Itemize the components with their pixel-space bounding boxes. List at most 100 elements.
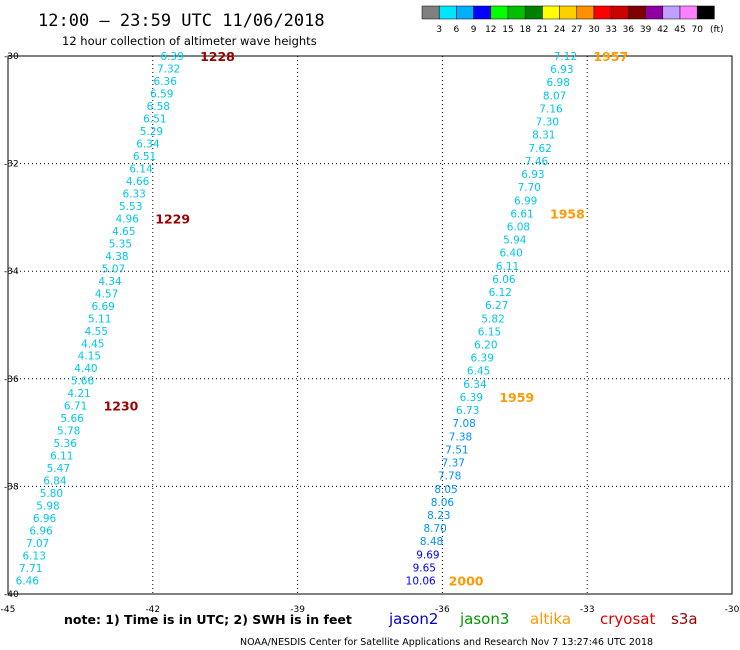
swh-value-label: 4.66 bbox=[126, 176, 150, 188]
swh-value-label: 5.53 bbox=[119, 201, 142, 213]
colorbar-swatch bbox=[524, 5, 543, 20]
swh-value-label: 6.34 bbox=[463, 379, 487, 391]
swh-value-label: 7.32 bbox=[157, 63, 180, 75]
gridlines bbox=[8, 56, 732, 594]
swh-value-label: 6.51 bbox=[133, 151, 156, 163]
swh-value-label: 6.33 bbox=[122, 188, 145, 200]
colorbar-swatch bbox=[473, 5, 492, 20]
swh-value-label: 6.99 bbox=[514, 195, 537, 207]
colorbar-swatch bbox=[628, 5, 646, 20]
swh-value-label: 6.27 bbox=[485, 300, 508, 312]
y-axis-ticks: -30 -32 -34 -36 -38 -40 bbox=[4, 52, 19, 600]
colorbar-label: 9 bbox=[471, 25, 477, 35]
swh-value-label: 5.07 bbox=[102, 263, 125, 275]
x-tick-label: -45 bbox=[1, 605, 16, 615]
colorbar-swatch bbox=[507, 5, 526, 20]
swh-value-label: 7.51 bbox=[445, 444, 468, 456]
swh-value-label: 8.70 bbox=[423, 523, 446, 535]
legend-jason3: jason3 bbox=[459, 610, 509, 628]
colorbar-swatch bbox=[593, 5, 612, 20]
swh-value-label: 5.47 bbox=[47, 463, 70, 475]
legend-altika: altika bbox=[530, 610, 571, 628]
swh-value-label: 6.93 bbox=[550, 64, 573, 76]
legend-s3a: s3a bbox=[671, 610, 698, 628]
swh-value-label: 6.45 bbox=[467, 366, 490, 378]
time-label: 1959 bbox=[499, 390, 534, 405]
swh-value-label: 8.06 bbox=[431, 497, 455, 509]
swh-value-label: 6.39 bbox=[160, 51, 183, 63]
time-label: 1957 bbox=[593, 49, 628, 64]
swh-value-label: 6.08 bbox=[507, 221, 530, 233]
swh-value-label: 9.69 bbox=[416, 549, 439, 561]
swh-value-label: 4.15 bbox=[78, 351, 101, 363]
swh-value-label: 6.12 bbox=[489, 287, 512, 299]
swh-value-label: 7.46 bbox=[525, 156, 549, 168]
y-tick-label: -38 bbox=[4, 482, 19, 492]
chart-title: 12:00 — 23:59 UTC 11/06/2018 bbox=[38, 11, 325, 31]
colorbar-swatch bbox=[421, 5, 440, 20]
colorbar-label: 45 bbox=[674, 25, 685, 35]
colorbar-swatch bbox=[679, 5, 698, 20]
swh-value-label: 4.65 bbox=[112, 226, 135, 238]
swh-value-label: 5.98 bbox=[36, 501, 59, 513]
swh-value-label: 7.08 bbox=[452, 418, 475, 430]
swh-value-label: 6.11 bbox=[496, 261, 519, 273]
swh-value-label: 9.65 bbox=[413, 562, 436, 574]
legend-jason2: jason2 bbox=[388, 610, 438, 628]
swh-value-label: 8.31 bbox=[532, 130, 555, 142]
swh-value-label: 8.48 bbox=[420, 536, 443, 548]
x-tick-label: -36 bbox=[435, 605, 450, 615]
units-note: note: 1) Time is in UTC; 2) SWH is in fe… bbox=[64, 612, 352, 627]
x-tick-label: -33 bbox=[580, 605, 595, 615]
swh-value-label: 7.30 bbox=[536, 117, 559, 129]
swh-value-label: 5.80 bbox=[40, 488, 63, 500]
swh-value-label: 6.34 bbox=[136, 138, 160, 150]
swh-value-label: 10.06 bbox=[406, 576, 436, 588]
colorbar-label: 3 bbox=[436, 25, 442, 35]
x-tick-label: -39 bbox=[290, 605, 305, 615]
swh-value-label: 5.36 bbox=[54, 438, 78, 450]
colorbar-label: 70 bbox=[691, 25, 703, 35]
swh-value-label: 4.34 bbox=[98, 276, 122, 288]
colorbar-label: 42 bbox=[657, 25, 668, 35]
swh-value-label: 8.07 bbox=[543, 90, 566, 102]
track-s3a: 6.397.326.366.596.586.515.296.346.516.14… bbox=[16, 49, 235, 588]
swh-value-label: 6.84 bbox=[43, 476, 67, 488]
swh-value-label: 7.62 bbox=[528, 143, 551, 155]
swh-value-label: 6.20 bbox=[474, 340, 497, 352]
colorbar-label: 36 bbox=[623, 25, 635, 35]
swh-value-label: 6.73 bbox=[456, 405, 479, 417]
x-tick-label: -42 bbox=[145, 605, 160, 615]
time-label: 1230 bbox=[104, 399, 139, 414]
colorbar-swatch bbox=[696, 5, 715, 20]
swh-value-label: 6.39 bbox=[471, 353, 494, 365]
swh-value-label: 5.29 bbox=[140, 126, 163, 138]
swh-value-label: 7.07 bbox=[26, 538, 49, 550]
swh-value-label: 6.51 bbox=[143, 113, 166, 125]
credit-line: NOAA/NESDIS Center for Satellite Applica… bbox=[240, 637, 653, 648]
colorbar-swatch bbox=[610, 5, 629, 20]
time-label: 1958 bbox=[550, 206, 585, 221]
colorbar-swatch bbox=[645, 5, 664, 20]
colorbar-label: 12 bbox=[485, 25, 496, 35]
swh-value-label: 6.11 bbox=[50, 451, 73, 463]
swh-value-label: 4.55 bbox=[85, 326, 108, 338]
time-label: 2000 bbox=[449, 574, 484, 589]
colorbar-label: 18 bbox=[519, 25, 531, 35]
swh-value-label: 5.82 bbox=[481, 313, 504, 325]
swh-value-label: 6.46 bbox=[16, 576, 40, 588]
colorbar-label: 24 bbox=[554, 25, 566, 35]
colorbar-unit: (ft) bbox=[710, 25, 724, 35]
swh-value-label: 6.69 bbox=[91, 301, 114, 313]
colorbar-swatch bbox=[576, 5, 595, 20]
swh-value-label: 4.96 bbox=[116, 213, 140, 225]
swh-value-label: 7.38 bbox=[449, 431, 472, 443]
swh-value-label: 6.06 bbox=[492, 274, 516, 286]
colorbar-label: 33 bbox=[605, 25, 616, 35]
colorbar-swatch bbox=[662, 5, 681, 20]
swh-value-label: 4.45 bbox=[81, 338, 104, 350]
swh-value-label: 6.14 bbox=[129, 163, 153, 175]
colorbar-label: 27 bbox=[571, 25, 582, 35]
swh-value-label: 6.59 bbox=[150, 88, 173, 100]
